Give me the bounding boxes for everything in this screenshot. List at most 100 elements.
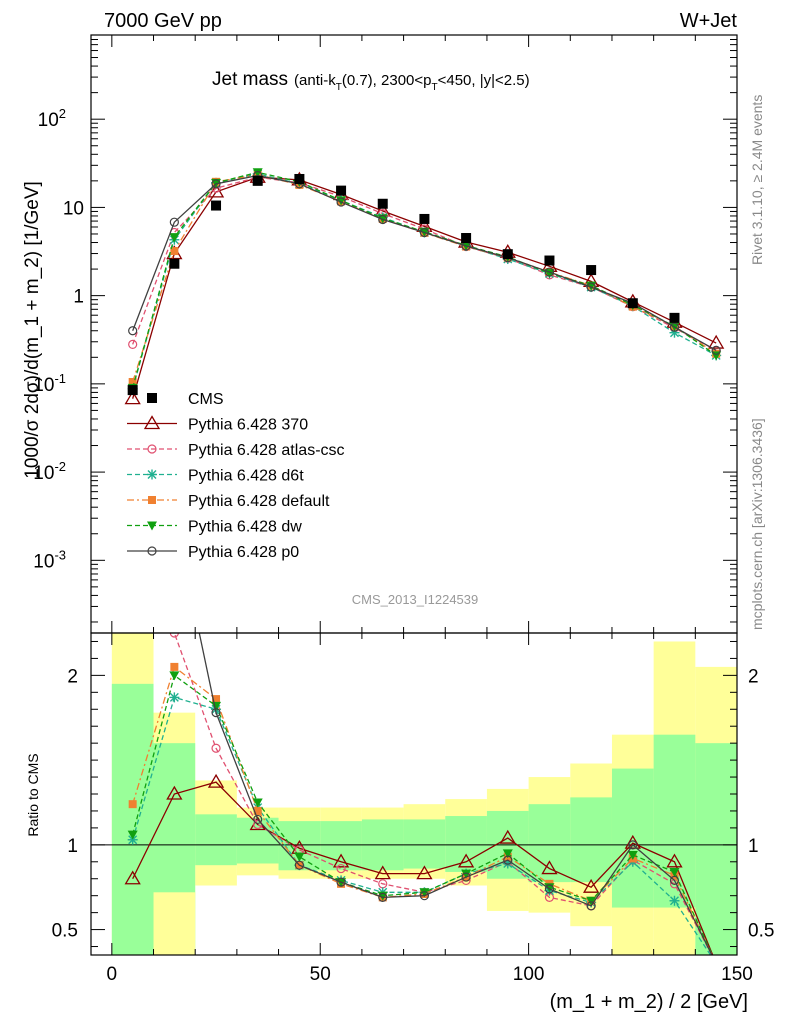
header-left: 7000 GeV pp [104, 10, 222, 32]
data-point [127, 385, 138, 396]
ratio-y-axis-label: Ratio to CMS [25, 753, 41, 836]
data-point [211, 200, 222, 211]
analysis-id: CMS_2013_I1224539 [352, 592, 479, 607]
data-point [147, 393, 157, 403]
series-marker [628, 840, 638, 850]
band-inner [570, 797, 612, 883]
data-point [377, 198, 388, 209]
series-marker [711, 959, 721, 968]
ratio-tick-label-right: 1 [748, 836, 759, 857]
legend-label: Pythia 6.428 d6t [188, 468, 304, 485]
x-tick-label: 50 [310, 964, 331, 985]
legend-entry: Pythia 6.428 370 [127, 415, 308, 434]
series-marker [419, 888, 430, 898]
main-y-axis-label: 1000/σ 2dσ)/d(m_1 + m_2) [1/GeV] [22, 181, 43, 479]
main-series [124, 168, 725, 650]
header-right: W+Jet [680, 10, 738, 32]
series-marker [147, 469, 157, 480]
series-marker [378, 892, 388, 902]
band-inner [111, 683, 154, 955]
series-marker [124, 870, 141, 885]
series-marker [170, 662, 179, 671]
data-point [544, 255, 555, 266]
series-line [132, 176, 717, 399]
legend-label: Pythia 6.428 370 [188, 417, 308, 434]
series-marker [627, 851, 638, 861]
series-marker [544, 884, 555, 894]
rivet-label: Rivet 3.1.10, ≥ 2.4M events [749, 95, 765, 265]
series-marker [419, 891, 430, 901]
series-marker [212, 695, 221, 704]
series-marker [169, 233, 180, 243]
series-marker [143, 415, 161, 430]
data-point [669, 312, 680, 323]
legend-entry: Pythia 6.428 dw [127, 519, 302, 536]
series-line [132, 174, 717, 351]
series-marker [128, 377, 137, 386]
series-marker [211, 179, 221, 189]
series-marker [128, 339, 138, 350]
data-point [586, 265, 597, 276]
data-point [169, 258, 180, 269]
series-marker [712, 959, 720, 967]
series-marker [253, 814, 263, 825]
axes-frame: 0 50 100 150 10-3 10-2 10-1 1 10 102 0.5 0.5 1 1 2 2 [33, 34, 774, 985]
series-marker [708, 334, 725, 349]
data-point [711, 640, 721, 650]
series-marker [503, 855, 513, 865]
series-marker [332, 853, 350, 868]
series-marker [211, 743, 221, 753]
series-marker [499, 829, 516, 844]
series-marker [128, 326, 138, 336]
series-marker [166, 785, 183, 800]
legend-label: Pythia 6.428 atlas-csc [188, 442, 345, 459]
series-marker [128, 800, 137, 809]
x-axis-label: (m_1 + m_2) / 2 [GeV] [550, 991, 748, 1013]
ratio-line [198, 633, 713, 955]
series-marker [129, 231, 137, 239]
main-title: Jet mass (anti-kT(0.7), 2300<pT<450, |y|<… [212, 69, 530, 93]
x-tick-label: 150 [721, 964, 753, 985]
series-marker [127, 830, 138, 840]
series-marker [711, 958, 721, 968]
x-tick-label: 0 [107, 964, 118, 985]
svg-text:Jet mass(anti-kT(0.7), 2300<pT: Jet mass (anti-kT(0.7), 2300<pT<450, |y|<… [212, 69, 530, 93]
series-marker [253, 806, 262, 815]
y-tick-label: 10-2 [33, 459, 66, 484]
series-marker [712, 959, 720, 967]
legend-label: Pythia 6.428 default [188, 493, 330, 510]
series-marker [169, 671, 180, 681]
ratio-tick-label: 1 [67, 836, 78, 857]
band-inner [445, 816, 487, 872]
legend: CMS Pythia 6.428 370 Pythia 6.428 atlas-cs… [127, 391, 345, 561]
series-marker [169, 692, 180, 703]
series-marker [582, 878, 600, 893]
legend-entry: Pythia 6.428 d6t [127, 468, 304, 485]
legend-label: CMS [188, 391, 224, 408]
series-line [132, 171, 717, 389]
series-marker [336, 877, 346, 887]
data-point [502, 249, 513, 260]
series-marker [211, 701, 222, 711]
series-marker [586, 282, 596, 292]
series-marker [252, 168, 263, 178]
series-marker [457, 853, 475, 868]
band-inner [611, 768, 654, 908]
band-inner [195, 814, 237, 866]
ratio-tick-label: 0.5 [52, 921, 78, 942]
uncertainty-bands [91, 633, 737, 955]
series-marker [336, 863, 346, 874]
band-inner [528, 804, 571, 883]
series-marker [669, 867, 680, 877]
series-marker [669, 895, 680, 906]
series-marker [586, 901, 596, 911]
series-marker [336, 197, 346, 207]
series-marker [416, 865, 433, 880]
data-point [252, 175, 263, 186]
series-marker [170, 247, 179, 256]
legend-entry-data: CMS [147, 391, 224, 408]
y-tick-label: 10-3 [33, 547, 66, 572]
series-marker [147, 546, 157, 556]
y-tick-label: 1 [73, 287, 84, 308]
